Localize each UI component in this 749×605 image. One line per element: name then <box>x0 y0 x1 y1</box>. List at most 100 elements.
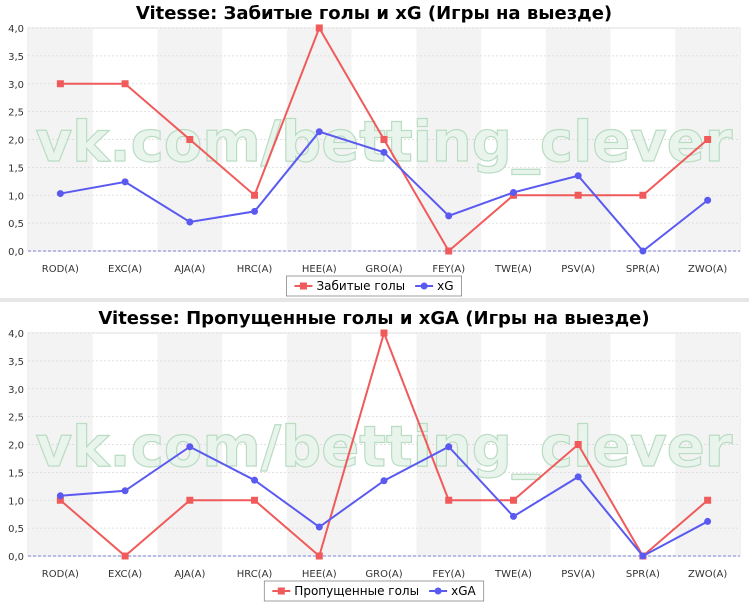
legend-label: xGA <box>451 584 476 598</box>
y-tick-label: 3,5 <box>8 357 24 368</box>
x-tick-label: FEY(A) <box>432 569 465 580</box>
data-point-square <box>509 496 517 504</box>
data-point-square <box>56 80 64 88</box>
x-tick-label: AJA(A) <box>174 264 205 275</box>
legend-label: Пропущенные голы <box>294 584 419 598</box>
data-point-circle <box>121 178 129 186</box>
panel-divider <box>0 298 749 302</box>
data-point-square <box>315 552 323 560</box>
data-point-circle <box>315 523 323 531</box>
x-tick-label: ZWO(A) <box>688 264 727 275</box>
chart-goals-xg: Vitesse: Забитые голы и xG (Игры на выез… <box>8 3 741 297</box>
legend-circle-marker <box>420 282 428 290</box>
data-point-square <box>704 136 712 143</box>
y-tick-label: 1,0 <box>8 191 24 202</box>
chart-title: Vitesse: Пропущенные голы и xGA (Игры на… <box>98 308 649 329</box>
y-tick-label: 0,5 <box>8 524 24 535</box>
y-tick-label: 0,0 <box>8 247 24 258</box>
y-tick-label: 1,0 <box>8 496 24 507</box>
chart-panel-goals-xg: Vitesse: Забитые голы и xG (Игры на выез… <box>0 0 749 298</box>
data-point-square <box>380 136 388 143</box>
legend-item: Пропущенные голы <box>272 584 419 598</box>
x-tick-label: AJA(A) <box>174 569 205 580</box>
x-tick-label: SPR(A) <box>626 569 660 580</box>
legend-box <box>286 275 462 297</box>
data-point-circle <box>380 477 388 485</box>
data-point-circle <box>251 207 259 215</box>
y-tick-label: 2,5 <box>8 413 24 424</box>
y-tick-label: 2,0 <box>8 136 24 147</box>
data-point-square <box>574 191 582 199</box>
data-point-circle <box>445 212 453 220</box>
y-tick-label: 1,5 <box>8 163 24 174</box>
chart-panel-conceded-xga: Vitesse: Пропущенные голы и xGA (Игры на… <box>0 302 749 605</box>
x-tick-label: HRC(A) <box>237 264 273 275</box>
x-tick-label: EXC(A) <box>108 569 142 580</box>
legend-label: xG <box>437 279 453 293</box>
x-tick-label: EXC(A) <box>108 264 142 275</box>
data-point-circle <box>186 218 194 226</box>
x-tick-label: HEE(A) <box>302 264 337 275</box>
y-tick-label: 3,0 <box>8 385 24 396</box>
x-tick-label: GRO(A) <box>365 569 402 580</box>
data-point-circle <box>56 190 64 198</box>
x-tick-label: GRO(A) <box>365 264 402 275</box>
x-tick-label: PSV(A) <box>561 264 595 275</box>
data-point-circle <box>509 512 517 520</box>
legend-box <box>263 580 485 602</box>
legend-item: xG <box>415 279 454 293</box>
data-point-square <box>186 136 194 143</box>
data-point-square <box>445 247 453 255</box>
data-point-circle <box>639 247 647 255</box>
data-point-circle <box>445 443 453 451</box>
y-tick-label: 1,5 <box>8 468 24 479</box>
data-point-circle <box>121 487 129 495</box>
x-tick-label: PSV(A) <box>561 569 595 580</box>
x-tick-label: TWE(A) <box>494 264 532 275</box>
data-point-circle <box>251 476 259 484</box>
legend: Забитые голы xG <box>286 275 462 297</box>
data-point-square <box>186 496 194 504</box>
data-point-square <box>445 496 453 504</box>
data-point-square <box>251 191 259 199</box>
y-tick-label: 0,0 <box>8 552 24 563</box>
chart-title: Vitesse: Забитые голы и xG (Игры на выез… <box>136 3 612 24</box>
data-point-square <box>639 191 647 199</box>
data-point-square <box>704 496 712 504</box>
data-point-circle <box>574 473 582 481</box>
data-point-circle <box>186 443 194 451</box>
y-tick-label: 2,5 <box>8 108 24 119</box>
data-point-square <box>121 80 129 88</box>
watermark-text: vk.com/betting_clever <box>36 415 733 480</box>
legend-item: Забитые голы <box>294 279 405 293</box>
data-point-circle <box>315 128 323 136</box>
legend-item: xGA <box>429 584 476 598</box>
legend-square-marker <box>299 282 307 290</box>
x-tick-label: FEY(A) <box>432 264 465 275</box>
data-point-circle <box>56 492 64 500</box>
x-tick-label: HRC(A) <box>237 569 273 580</box>
x-tick-label: HEE(A) <box>302 569 337 580</box>
legend: Пропущенные голы xGA <box>263 580 485 602</box>
x-tick-label: ROD(A) <box>42 264 79 275</box>
y-tick-label: 2,0 <box>8 441 24 452</box>
y-tick-label: 4,0 <box>8 329 24 340</box>
data-point-circle <box>704 517 712 525</box>
data-point-circle <box>704 196 712 204</box>
data-point-square <box>251 496 259 504</box>
x-tick-label: ROD(A) <box>42 569 79 580</box>
data-point-square <box>56 496 64 504</box>
data-point-square <box>380 329 388 337</box>
x-tick-label: TWE(A) <box>494 569 532 580</box>
y-tick-label: 4,0 <box>8 24 24 35</box>
data-point-circle <box>509 188 517 196</box>
data-point-circle <box>380 148 388 156</box>
data-point-square <box>574 441 582 448</box>
data-point-square <box>315 24 323 32</box>
data-point-circle <box>639 552 647 560</box>
y-tick-label: 3,5 <box>8 52 24 63</box>
legend-square-marker <box>277 587 285 595</box>
x-tick-label: ZWO(A) <box>688 569 727 580</box>
y-tick-label: 3,0 <box>8 80 24 91</box>
x-tick-label: SPR(A) <box>626 264 660 275</box>
